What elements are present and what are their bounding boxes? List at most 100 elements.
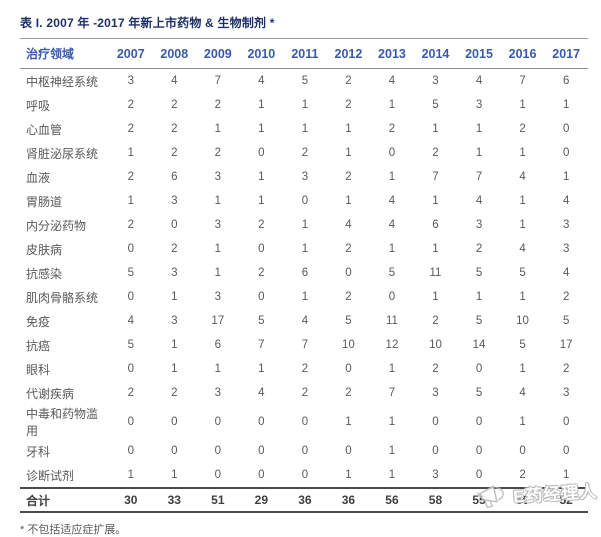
cell-value: 1 xyxy=(562,469,570,481)
cell-value: 3 xyxy=(214,291,222,303)
cell-value: 1 xyxy=(519,219,526,231)
cell-value: 2 xyxy=(345,99,352,111)
cell-value: 0 xyxy=(258,469,265,481)
cell-value: 3 xyxy=(214,219,222,231)
cell-value: 7 xyxy=(519,75,526,87)
cell-value: 1 xyxy=(171,469,178,481)
cell-value: 0 xyxy=(475,363,483,375)
cell-value: 4 xyxy=(345,219,352,231)
row-label: 免疫 xyxy=(26,314,51,329)
col-header-year: 2011 xyxy=(283,38,327,69)
cell-value: 1 xyxy=(388,469,396,481)
cell-value: 6 xyxy=(214,339,222,351)
cell-value: 1 xyxy=(475,123,483,135)
cell-value: 5 xyxy=(475,387,483,399)
cell-value: 11 xyxy=(385,315,398,327)
cell-value: 1 xyxy=(388,416,396,428)
cell-value: 0 xyxy=(258,416,265,428)
row-label: 抗感染 xyxy=(26,266,63,281)
cell-value: 1 xyxy=(214,243,222,255)
cell-value: 0 xyxy=(562,445,570,457)
table-row: 皮肤病 0 2 1 0 1 2 1 1 2 4 3 xyxy=(20,237,588,261)
cell-value: 5 xyxy=(432,99,439,111)
cell-value: 4 xyxy=(562,195,570,207)
cell-value: 2 xyxy=(214,147,222,159)
cell-value: 2 xyxy=(519,123,526,135)
cell-value: 1 xyxy=(301,219,309,231)
cell-value: 0 xyxy=(258,445,265,457)
row-label: 胃肠道 xyxy=(26,194,63,209)
table-row: 诊断试剂 1 1 0 0 0 1 1 3 0 2 1 xyxy=(20,463,588,488)
cell-value: 0 xyxy=(301,195,309,207)
cell-value: 0 xyxy=(127,363,134,375)
cell-value: 0 xyxy=(301,445,309,457)
cell-value: 2 xyxy=(388,123,396,135)
cell-value: 3 xyxy=(475,99,483,111)
cell-value: 3 xyxy=(432,387,439,399)
cell-value: 3 xyxy=(562,219,570,231)
cell-value: 1 xyxy=(258,99,265,111)
cell-value: 2 xyxy=(432,147,439,159)
col-header-year: 2014 xyxy=(413,38,458,69)
cell-value: 2 xyxy=(127,219,134,231)
cell-value: 1 xyxy=(562,171,570,183)
cell-value: 2 xyxy=(519,469,526,481)
cell-value: 7 xyxy=(214,75,222,87)
cell-value: 1 xyxy=(258,171,265,183)
col-header-year: 2010 xyxy=(239,38,284,69)
cell-value: 1 xyxy=(432,123,439,135)
cell-value: 1 xyxy=(475,147,483,159)
cell-value: 1 xyxy=(519,416,526,428)
table-row: 中枢神经系统 3 4 7 4 5 2 4 3 4 7 6 xyxy=(20,69,588,94)
total-value: 29 xyxy=(239,487,284,513)
cell-value: 0 xyxy=(432,445,439,457)
cell-value: 0 xyxy=(258,243,265,255)
cell-value: 4 xyxy=(127,315,134,327)
cell-value: 1 xyxy=(301,291,309,303)
cell-value: 12 xyxy=(385,339,399,351)
row-label: 血液 xyxy=(26,170,51,185)
cell-value: 1 xyxy=(214,195,222,207)
col-header-year: 2015 xyxy=(457,38,501,69)
cell-value: 2 xyxy=(301,387,309,399)
cell-value: 0 xyxy=(345,363,352,375)
table-body: 中枢神经系统 3 4 7 4 5 2 4 3 4 7 6 呼吸 2 2 2 1 1 2 1 5 3 1 1 心血管 2 2 1 1 1 1 2… xyxy=(20,69,588,489)
cell-value: 1 xyxy=(519,99,526,111)
cell-value: 1 xyxy=(345,123,352,135)
cell-value: 2 xyxy=(301,147,309,159)
table-row: 呼吸 2 2 2 1 1 2 1 5 3 1 1 xyxy=(20,93,588,117)
cell-value: 0 xyxy=(562,416,570,428)
cell-value: 1 xyxy=(519,291,526,303)
cell-value: 1 xyxy=(258,195,265,207)
cell-value: 3 xyxy=(171,315,178,327)
row-label: 呼吸 xyxy=(26,98,51,113)
cell-value: 0 xyxy=(258,291,265,303)
cell-value: 0 xyxy=(519,445,526,457)
cell-value: 2 xyxy=(562,363,570,375)
total-value: 58 xyxy=(413,487,458,513)
cell-value: 5 xyxy=(127,339,134,351)
table-row: 抗感染 5 3 1 2 6 0 5 11 5 5 4 xyxy=(20,261,588,285)
cell-value: 1 xyxy=(127,195,134,207)
table-row: 肾脏泌尿系统 1 2 2 0 2 1 0 2 1 1 0 xyxy=(20,141,588,165)
cell-value: 2 xyxy=(258,267,265,279)
cell-value: 3 xyxy=(171,195,178,207)
cell-value: 1 xyxy=(388,363,396,375)
cell-value: 1 xyxy=(127,469,134,481)
cell-value: 7 xyxy=(432,171,439,183)
cell-value: 1 xyxy=(214,123,222,135)
cell-value: 3 xyxy=(475,219,483,231)
cell-value: 1 xyxy=(388,445,396,457)
cell-value: 2 xyxy=(171,123,178,135)
row-label: 肌肉骨骼系统 xyxy=(26,290,99,305)
table-row: 心血管 2 2 1 1 1 1 2 1 1 2 0 xyxy=(20,117,588,141)
cell-value: 11 xyxy=(429,267,442,279)
cell-value: 1 xyxy=(301,123,309,135)
cell-value: 7 xyxy=(388,387,396,399)
cell-value: 3 xyxy=(127,75,134,87)
cell-value: 6 xyxy=(171,171,178,183)
cell-value: 0 xyxy=(388,291,396,303)
cell-value: 3 xyxy=(214,387,222,399)
cell-value: 4 xyxy=(519,387,526,399)
cell-value: 10 xyxy=(429,339,442,351)
